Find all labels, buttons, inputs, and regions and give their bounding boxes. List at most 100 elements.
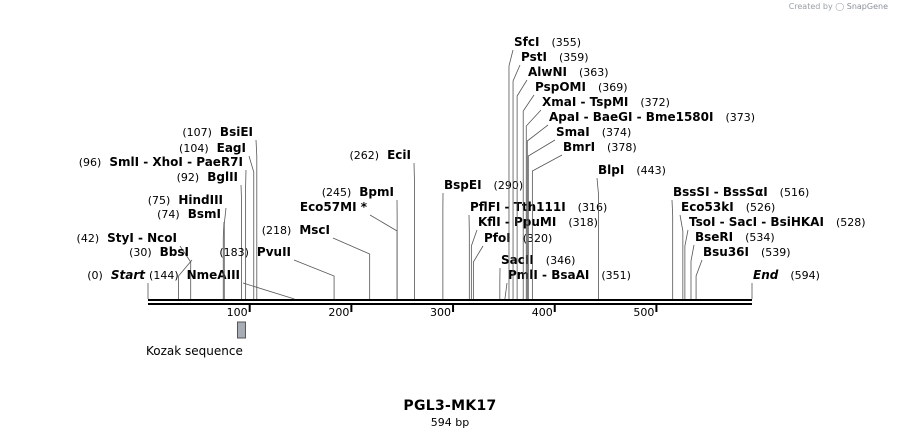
site-position-sfci: (355)	[551, 36, 581, 49]
site-leader-bsmi	[222, 221, 225, 299]
site-position-end: (594)	[790, 269, 820, 282]
axis-tick-label-500: 500	[633, 306, 654, 319]
site-leader-pfoi	[472, 245, 484, 299]
site-leader-pmli-bsaai	[504, 282, 508, 300]
site-leader-alwni	[516, 79, 528, 299]
axis-tick-label-100: 100	[227, 306, 248, 319]
site-position-sacii: (346)	[546, 254, 576, 267]
site-leader-bsu36i	[695, 259, 703, 299]
site-leader-msci	[332, 237, 371, 299]
site-leader-bglii	[240, 184, 242, 299]
site-leader-hindiii	[223, 207, 227, 299]
site-position-psti: (359)	[559, 51, 589, 64]
site-position-styi-ncoi: (42)	[77, 232, 100, 245]
site-leader-bsssi-bsss-i	[671, 199, 674, 299]
site-name-xmai-tspmi: XmaI - TspMI	[542, 95, 628, 109]
site-name-smai: SmaI	[556, 125, 590, 139]
site-position-hindiii: (75)	[148, 194, 171, 207]
site-name-bsu36i: Bsu36I	[703, 245, 749, 259]
site-position-bglii: (92)	[177, 171, 200, 184]
axis-tick-label-200: 200	[328, 306, 349, 319]
site-leader-pvuii	[293, 259, 335, 299]
site-position-blpi: (443)	[636, 164, 666, 177]
plasmid-length: 594 bp	[430, 416, 470, 429]
site-name-styi-ncoi: StyI - NcoI	[107, 231, 177, 245]
site-position-alwni: (363)	[579, 66, 609, 79]
site-position-eco53ki: (526)	[746, 201, 776, 214]
site-position-bsmi: (74)	[157, 208, 180, 221]
axis-tick-label-400: 400	[532, 306, 553, 319]
site-name-pvuii: PvuII	[257, 245, 291, 259]
site-name-tsoi-saci-bsihkai: TsoI - SacI - BsiHKAI	[689, 215, 824, 229]
site-leader-xmai-tspmi	[525, 109, 542, 299]
site-name-ecii: EciI	[387, 148, 411, 162]
site-leader-tsoi-saci-bsihkai	[684, 229, 689, 299]
site-leader-eco53ki	[679, 214, 684, 299]
site-position-eagi: (104)	[179, 142, 209, 155]
site-position-bsu36i: (539)	[761, 246, 791, 259]
site-leader-blpi	[596, 177, 599, 299]
site-leader-bseri	[690, 244, 695, 299]
site-position-bseri: (534)	[745, 231, 775, 244]
site-leader-psti	[512, 64, 521, 299]
site-name-start: Start	[111, 268, 146, 282]
site-name-bsssi-bsss-i: BssSI - BssSαI	[673, 185, 768, 199]
site-position-msci: (218)	[262, 224, 292, 237]
site-position-pvuii: (183)	[219, 246, 249, 259]
site-leader-bbsi	[178, 259, 193, 299]
site-name-psti: PstI	[521, 50, 547, 64]
credit-prefix: Created by	[788, 2, 833, 11]
site-position-pspomi: (369)	[598, 81, 628, 94]
site-position-bspei: (290)	[494, 179, 524, 192]
site-position-nmeaiii: (144)	[149, 269, 179, 282]
site-position-kfli-ppumi: (318)	[568, 216, 598, 229]
site-leader-smai	[527, 139, 556, 299]
plasmid-name: PGL3-MK17	[403, 398, 497, 414]
site-name-bmri: BmrI	[563, 140, 595, 154]
kozak-feature-label: Kozak sequence	[146, 344, 243, 358]
site-leader-pspomi	[522, 94, 535, 299]
site-name-sfci: SfcI	[514, 35, 539, 49]
site-name-apai-baegi-bme1580i: ApaI - BaeGI - Bme1580I	[549, 110, 713, 124]
snapgene-logo-icon: ◯	[835, 2, 845, 11]
credit-brand: SnapGene	[846, 2, 888, 11]
site-position-smai: (374)	[602, 126, 632, 139]
site-name-msci: MscI	[299, 223, 330, 237]
site-name-blpi: BlpI	[598, 163, 624, 177]
site-leader-bmri	[531, 154, 563, 299]
site-name-eco53ki: Eco53kI	[681, 200, 734, 214]
site-position-xmai-tspmi: (372)	[640, 96, 670, 109]
site-position-bpmi: (245)	[322, 186, 352, 199]
site-name-end: End	[753, 268, 779, 282]
site-leader-eagi	[248, 155, 255, 299]
site-name-pmli-bsaai: PmlI - BsaAI	[508, 268, 589, 282]
site-position-start: (0)	[87, 269, 103, 282]
site-name-bglii: BglII	[207, 170, 238, 184]
site-name-bseri: BseRI	[695, 230, 733, 244]
site-position-bsssi-bsss-i: (516)	[780, 186, 810, 199]
snapgene-credit: Created by ◯ SnapGene	[789, 2, 888, 11]
site-name-pfoi: PfoI	[484, 231, 511, 245]
site-leader-bsiei	[255, 139, 258, 299]
site-name-alwni: AlwNI	[528, 65, 567, 79]
site-name-eco57mi: Eco57MI *	[300, 200, 368, 214]
site-name-pspomi: PspOMI	[535, 80, 586, 94]
axis-tick-label-300: 300	[430, 306, 451, 319]
site-name-hindiii: HindIII	[178, 193, 223, 207]
site-position-apai-baegi-bme1580i: (373)	[725, 111, 755, 124]
feature-kozak-box	[236, 321, 246, 339]
site-name-bspei: BspEI	[444, 178, 482, 192]
site-leader-kfli-ppumi	[470, 229, 478, 299]
site-leader-eco57mi	[369, 214, 398, 299]
site-position-tsoi-saci-bsihkai: (528)	[836, 216, 866, 229]
site-name-bsiei: BsiEI	[220, 125, 253, 139]
site-position-pmli-bsaai: (351)	[601, 269, 631, 282]
site-leader-sfci	[508, 49, 514, 299]
site-name-bsmi: BsmI	[188, 207, 221, 221]
site-name-eagi: EagI	[217, 141, 246, 155]
site-name-bbsi: BbsI	[160, 245, 189, 259]
site-name-smli-xhoi-paer7i: SmlI - XhoI - PaeR7I	[109, 155, 243, 169]
site-name-bpmi: BpmI	[359, 185, 394, 199]
site-position-pfoi: (320)	[523, 232, 553, 245]
